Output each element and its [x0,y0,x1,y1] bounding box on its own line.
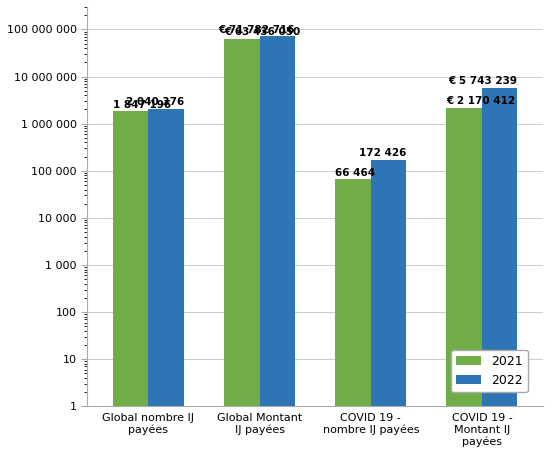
Bar [335,179,371,454]
Text: € 5 743 239: € 5 743 239 [448,76,518,86]
Bar [482,88,518,454]
Bar [224,39,260,454]
Bar [371,160,406,454]
Text: € 2 170 412: € 2 170 412 [447,96,515,106]
Text: 2 040 376: 2 040 376 [126,98,184,108]
Bar [148,109,184,454]
Bar [260,36,295,454]
Text: 66 464: 66 464 [335,168,375,178]
Text: 172 426: 172 426 [359,148,406,158]
Bar [113,111,148,454]
Text: € 71 782 716: € 71 782 716 [219,25,295,35]
Bar [447,108,482,454]
Text: € 63 436 050: € 63 436 050 [224,27,300,37]
Legend: 2021, 2022: 2021, 2022 [451,350,527,392]
Text: 1 847 196: 1 847 196 [113,99,171,109]
